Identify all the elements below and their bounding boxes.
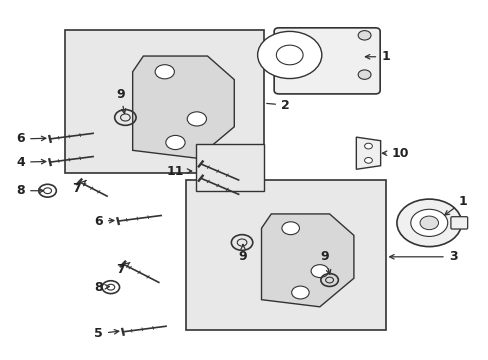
Text: 1: 1 — [365, 50, 389, 63]
Text: 5: 5 — [94, 327, 119, 340]
Circle shape — [357, 31, 370, 40]
Text: 8: 8 — [17, 184, 43, 197]
Circle shape — [165, 135, 184, 149]
Circle shape — [257, 31, 321, 78]
Circle shape — [187, 112, 206, 126]
Circle shape — [364, 143, 372, 149]
Circle shape — [396, 199, 461, 247]
Text: 10: 10 — [382, 147, 408, 160]
Bar — [186, 180, 385, 330]
Bar — [196, 144, 264, 191]
FancyBboxPatch shape — [450, 217, 467, 229]
Polygon shape — [261, 214, 353, 307]
Polygon shape — [356, 137, 380, 169]
Text: 11: 11 — [166, 165, 191, 177]
Circle shape — [282, 222, 299, 235]
Circle shape — [364, 157, 372, 163]
Text: 9: 9 — [320, 250, 330, 274]
Bar — [64, 30, 264, 173]
Circle shape — [410, 209, 447, 237]
Text: 3: 3 — [389, 250, 456, 263]
Text: 6: 6 — [17, 132, 46, 145]
Text: 4: 4 — [17, 156, 46, 168]
Text: 2: 2 — [266, 99, 289, 112]
FancyBboxPatch shape — [274, 28, 379, 94]
Circle shape — [155, 65, 174, 79]
Circle shape — [276, 45, 303, 65]
Text: 1: 1 — [444, 195, 467, 215]
Text: 9: 9 — [238, 244, 247, 263]
Text: 6: 6 — [94, 215, 114, 228]
Text: 7: 7 — [72, 180, 86, 195]
Polygon shape — [132, 56, 234, 158]
Circle shape — [419, 216, 438, 230]
Circle shape — [357, 70, 370, 79]
Text: 8: 8 — [94, 281, 109, 294]
Text: 7: 7 — [116, 262, 130, 276]
Circle shape — [310, 265, 328, 278]
Text: 9: 9 — [116, 88, 125, 113]
Circle shape — [291, 286, 308, 299]
